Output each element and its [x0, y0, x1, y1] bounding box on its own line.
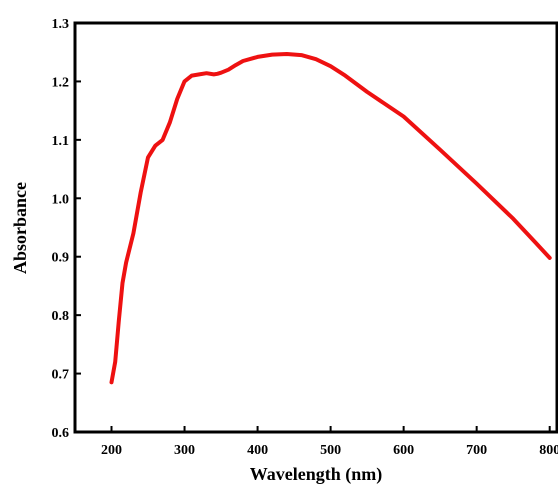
x-tick-label: 600	[393, 443, 414, 458]
y-tick-label: 0.9	[52, 251, 70, 266]
x-axis-title: Wavelength (nm)	[250, 464, 383, 485]
x-tick-label: 800	[539, 443, 558, 458]
x-tick-label: 300	[174, 443, 195, 458]
y-tick-label: 1.3	[52, 17, 70, 32]
y-axis-ticks: 0.6 0.7 0.8 0.9 1.0 1.1 1.2 1.3	[52, 17, 81, 441]
plot-frame	[73, 21, 558, 434]
y-tick-label: 1.0	[52, 192, 70, 207]
y-tick-label: 0.7	[52, 368, 70, 383]
y-tick-label: 0.8	[52, 309, 70, 324]
x-tick-label: 500	[320, 443, 341, 458]
y-axis-title: Absorbance	[10, 182, 30, 274]
x-tick-label: 400	[247, 443, 268, 458]
x-tick-label: 200	[101, 443, 122, 458]
y-tick-label: 0.6	[52, 426, 70, 441]
absorbance-series-line	[109, 52, 552, 385]
y-tick-label: 1.2	[52, 75, 70, 90]
x-axis-ticks: 200 300 400 500 600 700 800	[101, 426, 558, 458]
x-tick-label: 700	[466, 443, 487, 458]
y-tick-label: 1.1	[52, 134, 70, 149]
